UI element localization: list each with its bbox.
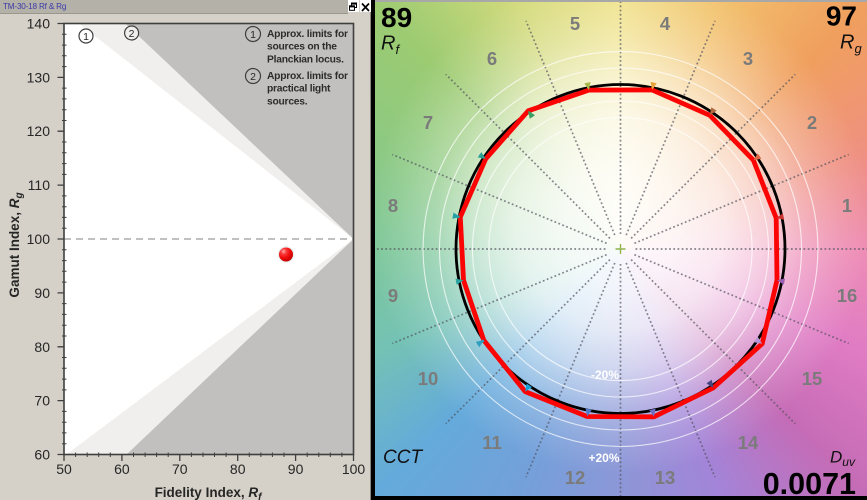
svg-text:80: 80 [230,461,246,477]
svg-text:14: 14 [738,432,759,453]
svg-text:110: 110 [28,177,51,193]
svg-text:15: 15 [802,368,823,389]
svg-text:9: 9 [388,285,398,306]
svg-text:Gamut Index, Rg: Gamut Index, Rg [7,192,25,297]
svg-text:Duv: Duv [830,448,856,470]
svg-text:Planckian locus.: Planckian locus. [267,54,344,65]
svg-text:97: 97 [826,1,857,32]
svg-text:12: 12 [565,467,586,488]
svg-text:50: 50 [56,461,72,477]
svg-text:120: 120 [27,123,51,139]
svg-text:70: 70 [34,393,50,409]
svg-text:100: 100 [342,461,366,477]
svg-text:4: 4 [660,13,671,34]
svg-text:13: 13 [655,467,676,488]
svg-text:Fidelity Index, Rf: Fidelity Index, Rf [155,485,264,500]
svg-text:11: 11 [482,432,502,453]
svg-text:16: 16 [837,285,858,306]
svg-text:5: 5 [570,13,580,34]
svg-text:60: 60 [34,447,50,463]
svg-text:60: 60 [114,461,130,477]
svg-text:1: 1 [842,195,852,216]
svg-text:Approx. limits for: Approx. limits for [267,29,348,40]
svg-text:2: 2 [807,112,817,133]
svg-text:sources on the: sources on the [267,42,337,53]
svg-text:2: 2 [129,28,135,40]
svg-text:130: 130 [27,69,51,85]
svg-text:1: 1 [83,31,89,43]
svg-text:practical light: practical light [267,84,331,95]
svg-text:7: 7 [423,112,433,133]
svg-text:90: 90 [34,285,50,301]
svg-text:2: 2 [250,71,256,83]
svg-text:80: 80 [34,339,50,355]
svg-text:70: 70 [172,461,188,477]
svg-text:CCT: CCT [383,447,423,468]
svg-text:sources.: sources. [267,96,308,107]
svg-text:0.0071: 0.0071 [763,467,856,500]
svg-text:Rg: Rg [840,32,862,57]
svg-text:6: 6 [487,48,497,69]
svg-text:90: 90 [288,461,304,477]
svg-text:-20%: -20% [591,368,619,382]
svg-text:1: 1 [250,29,256,41]
svg-text:3: 3 [743,48,753,69]
svg-text:100: 100 [27,231,51,247]
svg-text:89: 89 [381,2,412,33]
svg-text:8: 8 [388,195,398,216]
svg-text:Approx. limits for: Approx. limits for [267,71,348,82]
svg-text:10: 10 [418,368,439,389]
svg-text:Rf: Rf [381,33,400,58]
svg-text:140: 140 [27,16,51,32]
svg-text:+20%: +20% [588,451,619,465]
